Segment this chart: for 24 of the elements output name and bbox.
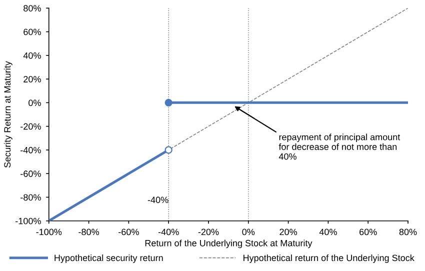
x-tick-label: 40%: [319, 228, 337, 236]
y-tick-label: -80%: [20, 194, 41, 201]
x-tick-label: -40%: [158, 228, 179, 236]
legend-label: Hypothetical return of the Underlying Stock: [244, 254, 414, 263]
x-tick-label: 20%: [280, 228, 298, 236]
y-tick-label: 40%: [23, 52, 41, 59]
x-tick-label: -60%: [118, 228, 139, 236]
x-tick-label: 0%: [242, 228, 255, 236]
y-tick-label: -100%: [16, 218, 41, 224]
x-tick-label: -20%: [198, 228, 219, 236]
y-tick-label: 0%: [28, 100, 41, 106]
x-tick-label: -100%: [36, 228, 62, 236]
y-tick-label: -20%: [20, 123, 41, 130]
x-tick-label: 80%: [399, 228, 417, 236]
y-tick-label: 80%: [24, 5, 41, 12]
x-axis-title: Return of the Underlying Stock at Maturity: [145, 240, 312, 248]
x-tick-label: 60%: [360, 228, 377, 236]
y-tick-label: -60%: [20, 170, 41, 177]
x-tick-label: -80%: [78, 228, 99, 236]
y-axis-title: Security Return at Maturity: [4, 61, 12, 168]
y-tick-label: -40%: [20, 146, 41, 154]
y-tick-label: 20%: [24, 76, 41, 82]
y-tick-label: 60%: [24, 28, 41, 36]
legend-label: Hypothetical security return: [54, 254, 163, 263]
